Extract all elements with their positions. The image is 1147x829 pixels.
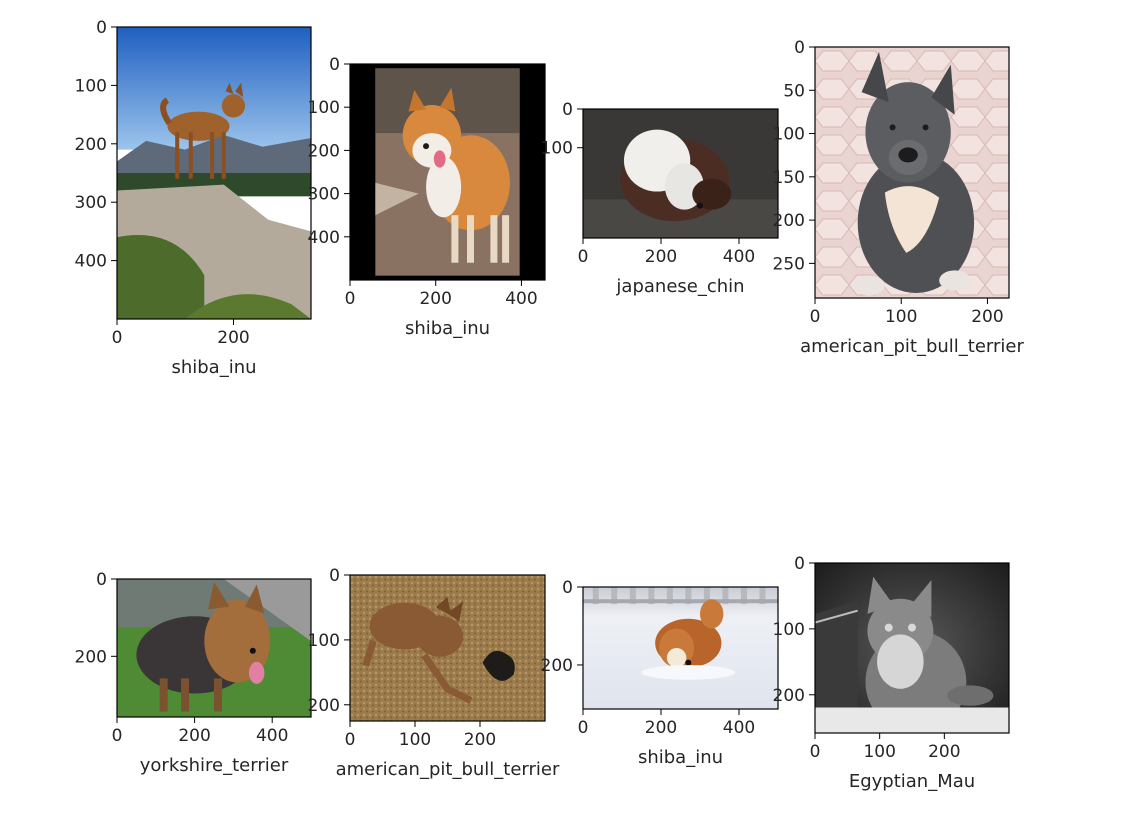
- x-tick-label: 100: [399, 730, 431, 750]
- y-tick-label: 0: [562, 578, 573, 598]
- y-tick-label: 50: [783, 81, 805, 101]
- y-tick-label: 0: [329, 566, 340, 586]
- y-tick-label: 100: [75, 76, 107, 96]
- y-tick-label: 200: [541, 656, 573, 676]
- subplot-4: 0 100 200 0 50 100 150 200 250 american_pit_bull_…: [773, 38, 1025, 357]
- subplot-image: [350, 575, 545, 721]
- subplot-image: [117, 27, 311, 319]
- subplot-2: 0 200 400 0 100 200 300 400 shiba_inu: [308, 55, 546, 339]
- y-tick-label: 100: [773, 620, 805, 640]
- x-tick-label: 0: [810, 307, 821, 327]
- x-tick-label: 200: [645, 247, 677, 267]
- subplot-8: 0 100 200 0 100 200 Egyptian_Mau: [773, 554, 1010, 792]
- axes-frame: [582, 586, 779, 710]
- x-axis-label: shiba_inu: [405, 318, 490, 339]
- y-tick-label: 0: [794, 554, 805, 574]
- x-tick-label: 0: [345, 730, 356, 750]
- subplot-image: [815, 47, 1009, 298]
- subplot-5: 0 200 400 0 200 yorkshire_terrier: [75, 570, 312, 776]
- subplot-image: [350, 64, 545, 280]
- y-tick-label: 0: [96, 570, 107, 590]
- x-tick-label: 200: [971, 307, 1003, 327]
- x-tick-label: 0: [345, 289, 356, 309]
- subplot-image: [583, 587, 778, 709]
- x-tick-label: 400: [723, 247, 755, 267]
- x-tick-label: 0: [810, 742, 821, 762]
- y-tick-label: 200: [773, 686, 805, 706]
- x-tick-label: 200: [419, 289, 451, 309]
- y-tick-label: 0: [794, 38, 805, 58]
- axes-frame: [814, 562, 1010, 734]
- x-tick-label: 400: [723, 718, 755, 738]
- x-tick-label: 200: [928, 742, 960, 762]
- y-tick-label: 300: [308, 185, 340, 205]
- y-tick-label: 250: [773, 254, 805, 274]
- x-axis-label: american_pit_bull_terrier: [800, 336, 1024, 357]
- subplot-7: 0 200 400 0 200 shiba_inu: [541, 578, 779, 768]
- y-tick-label: 200: [308, 141, 340, 161]
- axes-frame: [116, 26, 312, 320]
- y-tick-label: 200: [75, 135, 107, 155]
- axes-frame: [349, 574, 546, 722]
- x-tick-label: 200: [217, 328, 249, 348]
- y-tick-label: 100: [773, 125, 805, 145]
- x-axis-label: yorkshire_terrier: [140, 755, 289, 776]
- subplot-3: 0 200 400 0 100 japanese_chin: [541, 100, 779, 297]
- x-tick-label: 400: [256, 726, 288, 746]
- y-tick-label: 150: [773, 168, 805, 188]
- x-axis-label: shiba_inu: [638, 747, 723, 768]
- x-tick-label: 200: [464, 730, 496, 750]
- y-tick-label: 100: [541, 139, 573, 159]
- y-tick-label: 400: [75, 252, 107, 272]
- x-axis-label: japanese_chin: [615, 276, 744, 297]
- y-tick-label: 200: [773, 211, 805, 231]
- x-tick-label: 100: [885, 307, 917, 327]
- y-tick-label: 0: [329, 55, 340, 75]
- x-tick-label: 200: [645, 718, 677, 738]
- y-tick-label: 0: [562, 100, 573, 120]
- x-tick-label: 200: [178, 726, 210, 746]
- y-tick-label: 0: [96, 18, 107, 38]
- x-axis-label: shiba_inu: [171, 357, 256, 378]
- subplot-image: [815, 563, 1009, 733]
- y-tick-label: 400: [308, 228, 340, 248]
- x-tick-label: 0: [578, 247, 589, 267]
- x-tick-label: 0: [112, 328, 123, 348]
- subplot-1: 0 200 0 100 200 300 400 shiba_inu: [75, 18, 312, 378]
- x-tick-label: 0: [112, 726, 123, 746]
- axes-frame: [349, 63, 546, 281]
- axes-frame: [582, 108, 779, 239]
- y-tick-label: 200: [75, 647, 107, 667]
- y-tick-label: 100: [308, 98, 340, 118]
- y-tick-label: 300: [75, 193, 107, 213]
- y-tick-label: 200: [308, 696, 340, 716]
- axes-frame: [116, 578, 312, 718]
- x-tick-label: 100: [863, 742, 895, 762]
- x-tick-label: 400: [505, 289, 537, 309]
- y-tick-label: 100: [308, 631, 340, 651]
- x-axis-label: american_pit_bull_terrier: [336, 759, 560, 780]
- axes-frame: [814, 46, 1010, 299]
- subplot-image: [583, 109, 778, 238]
- subplot-image: [117, 579, 311, 717]
- x-tick-label: 0: [578, 718, 589, 738]
- x-axis-label: Egyptian_Mau: [849, 771, 975, 792]
